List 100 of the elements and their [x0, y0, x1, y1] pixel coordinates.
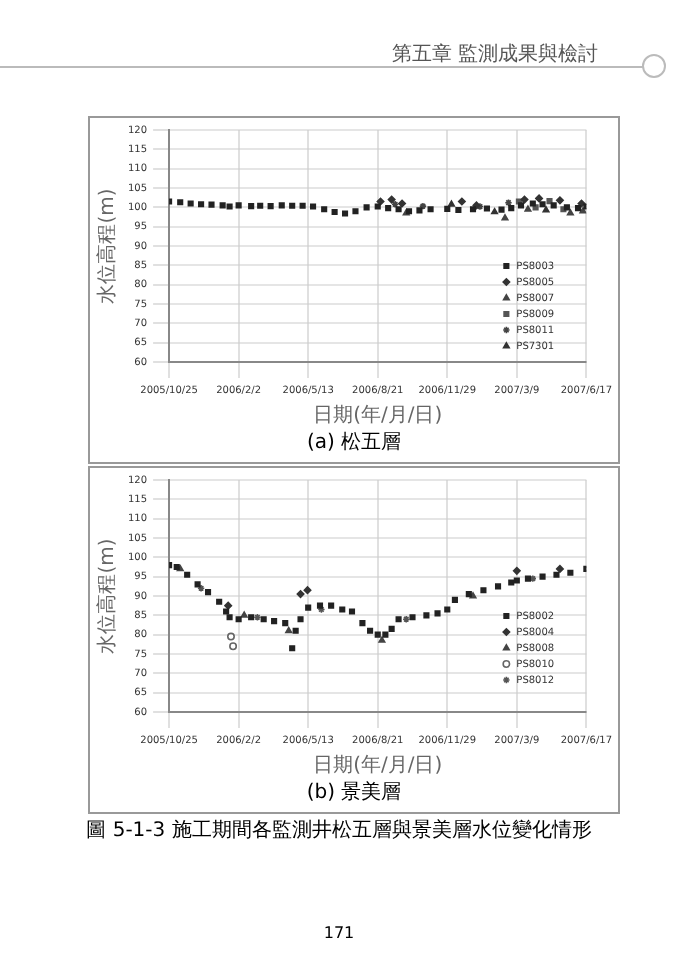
point: [490, 207, 499, 215]
text: (a) 松五層: [304, 430, 404, 458]
point: [271, 618, 278, 625]
point: [374, 631, 381, 638]
point: [173, 563, 180, 571]
point: [555, 196, 564, 205]
point: [444, 606, 451, 613]
point: [512, 566, 521, 575]
point: [177, 199, 184, 206]
point: [447, 200, 456, 207]
point: [542, 206, 550, 213]
point: [339, 606, 346, 613]
point: [248, 614, 255, 621]
point: [524, 205, 532, 212]
point: [395, 206, 402, 213]
point: [423, 612, 430, 619]
text: 171: [321, 924, 357, 942]
point: [374, 203, 381, 210]
point: [508, 205, 515, 212]
point: [226, 203, 233, 210]
point: [508, 579, 515, 586]
point: [240, 611, 248, 618]
point: [465, 591, 472, 598]
point: [285, 626, 293, 634]
point: [451, 596, 458, 603]
point: [455, 206, 462, 214]
point: [352, 208, 359, 215]
point: [224, 601, 233, 610]
point: [204, 589, 212, 596]
point: [418, 202, 427, 211]
point: [235, 616, 242, 623]
point: [388, 625, 395, 632]
point: [434, 610, 441, 617]
point: [341, 210, 349, 217]
point: [267, 203, 274, 210]
point: [504, 198, 513, 207]
point: [382, 631, 389, 638]
point: [289, 202, 296, 209]
point: [321, 206, 328, 213]
text: (b) 景美層: [304, 780, 404, 808]
point: [208, 201, 215, 208]
point: [316, 602, 324, 609]
point: [197, 584, 206, 593]
point: [359, 620, 366, 627]
point: [187, 200, 194, 207]
point: [498, 206, 505, 213]
point: [444, 205, 451, 212]
point: [303, 586, 312, 595]
point: [282, 620, 289, 627]
point: [376, 197, 385, 206]
point: [219, 202, 226, 209]
point: [331, 208, 338, 216]
point: [395, 616, 402, 623]
point: [494, 583, 502, 590]
text: 第五章 監測成果與檢討: [391, 41, 598, 68]
x-axis-title: 日期(年/月/日): [313, 753, 443, 778]
point: [577, 199, 586, 208]
point: [409, 614, 416, 621]
point: [483, 205, 490, 212]
point: [248, 203, 255, 210]
point: [296, 590, 305, 599]
point: [348, 608, 356, 615]
point: [257, 202, 264, 209]
point: [501, 214, 509, 221]
point: [402, 615, 411, 624]
point: [299, 202, 306, 209]
point: [305, 604, 312, 611]
point: [457, 197, 466, 206]
point: [391, 200, 400, 209]
point: [363, 204, 370, 211]
y-axis-title: 水位高程(m): [95, 538, 120, 654]
point: [567, 569, 574, 576]
point: [309, 203, 317, 210]
point: [553, 571, 560, 578]
y-axis-title: 水位高程(m): [95, 188, 120, 304]
point: [416, 207, 423, 214]
point: [539, 201, 546, 208]
point: [574, 205, 582, 212]
point: [387, 195, 396, 204]
point: [260, 616, 267, 623]
point: [223, 608, 230, 615]
point: [297, 616, 304, 623]
point: [317, 605, 326, 614]
point: [289, 645, 296, 652]
point: [524, 575, 532, 582]
point: [194, 581, 201, 588]
x-axis-title: 日期(年/月/日): [313, 403, 443, 428]
point: [198, 201, 205, 208]
point: [328, 602, 335, 609]
point: [216, 598, 223, 605]
point: [226, 614, 233, 621]
point: [539, 573, 546, 580]
point: [566, 209, 574, 216]
point: [520, 195, 529, 204]
point: [292, 627, 299, 634]
point: [184, 571, 191, 578]
point: [469, 206, 477, 213]
point: [235, 202, 242, 209]
point: [480, 587, 487, 594]
point: [378, 636, 386, 643]
